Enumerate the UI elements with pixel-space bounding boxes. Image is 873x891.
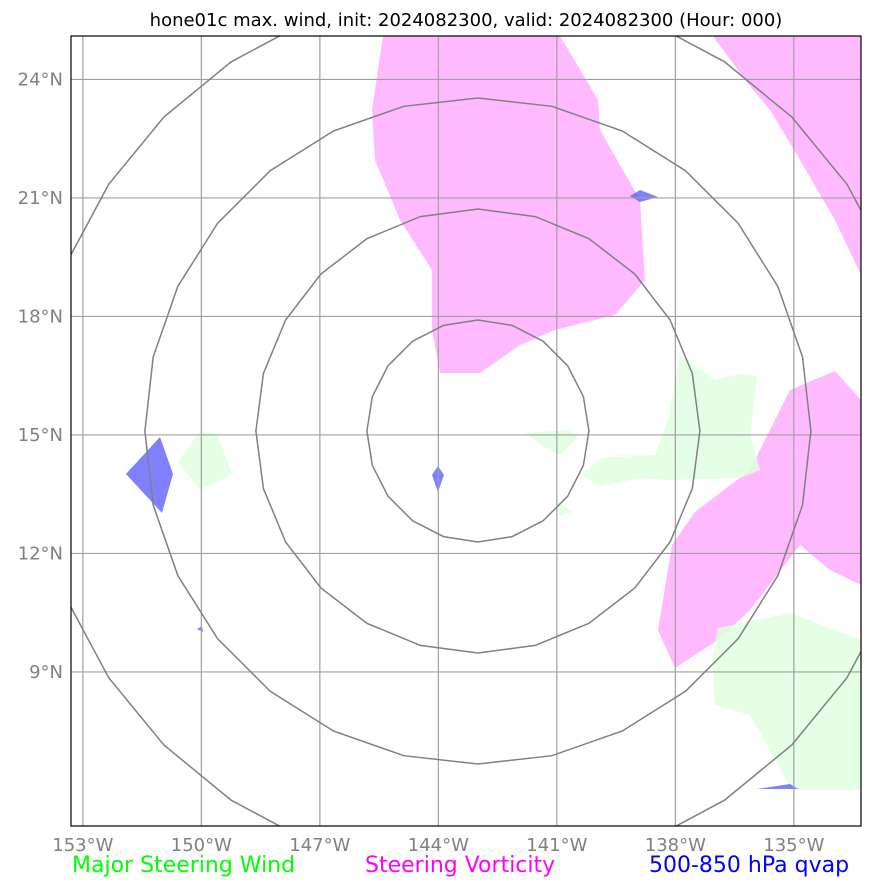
range-ring (144, 97, 812, 765)
longitude-label: 141°W (526, 835, 587, 856)
range-ring (255, 208, 701, 654)
longitude-label: 138°W (645, 835, 706, 856)
longitude-labels: 153°W 150°W 147°W 144°W 141°W 138°W 135°W (52, 835, 824, 856)
longitude-label: 153°W (52, 835, 113, 856)
steering-vorticity-layer (372, 36, 861, 668)
latitude-labels: 24°N 21°N 18°N 15°N 12°N 9°N (18, 69, 63, 683)
wind-region (582, 355, 760, 486)
steering-wind-layer (178, 355, 861, 790)
range-rings (71, 36, 861, 826)
wind-region (712, 613, 861, 790)
latitude-label: 24°N (18, 69, 63, 90)
vorticity-region (713, 36, 861, 275)
latitude-label: 21°N (18, 188, 63, 209)
map-title: hone01c max. wind, init: 2024082300, val… (150, 10, 783, 31)
latitude-label: 15°N (18, 425, 63, 446)
map-area (71, 36, 861, 826)
gridlines (71, 36, 861, 826)
longitude-label: 147°W (289, 835, 350, 856)
wind-region (555, 500, 572, 516)
longitude-label: 150°W (171, 835, 232, 856)
wind-region (178, 431, 232, 490)
wind-region (525, 430, 578, 455)
latitude-label: 12°N (18, 543, 63, 564)
latitude-label: 18°N (18, 306, 63, 327)
vorticity-region (658, 371, 861, 668)
longitude-label: 144°W (408, 835, 469, 856)
map-frame (70, 35, 862, 827)
legend-steering-vorticity: Steering Vorticity (365, 853, 556, 878)
longitude-label: 135°W (763, 835, 824, 856)
vorticity-region (372, 36, 645, 373)
legend-steering-wind: Major Steering Wind (72, 853, 296, 878)
range-ring (71, 36, 861, 826)
qvap-region (630, 190, 658, 202)
range-ring (366, 319, 590, 543)
latitude-label: 9°N (29, 662, 63, 683)
legend-qvap: 500-850 hPa qvap (649, 853, 850, 878)
qvap-region (757, 784, 798, 789)
qvap-region (197, 626, 203, 632)
